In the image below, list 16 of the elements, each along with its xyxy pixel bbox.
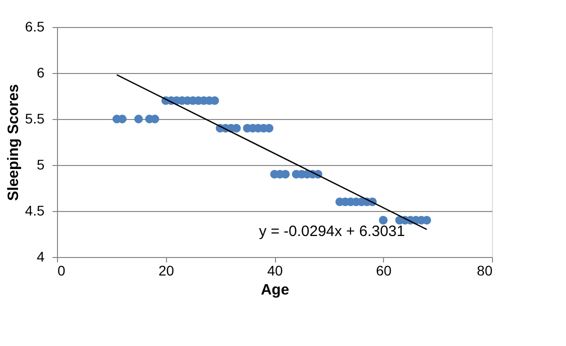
y-tick-label: 6.5 [25, 18, 45, 34]
y-tick-label: 5 [36, 156, 45, 172]
x-tick-label: 20 [158, 262, 174, 278]
y-axis-title: Sleeping Scores [5, 84, 22, 201]
x-axis-title: Age [260, 282, 290, 298]
x-tick-label: 40 [267, 262, 283, 278]
point [378, 216, 388, 225]
x-tick-label: 60 [376, 262, 392, 278]
y-tick-label: 4.5 [25, 202, 45, 218]
y-tick-label: 6 [36, 64, 45, 80]
point [134, 114, 143, 124]
annotation: y = -0.0294x + 6.3031 [259, 223, 405, 240]
x-tick-label: 0 [58, 262, 66, 278]
y-tick-label: 4 [36, 248, 45, 264]
x-tick-label: 80 [476, 262, 493, 278]
y-tick-label: 5.5 [25, 110, 45, 126]
